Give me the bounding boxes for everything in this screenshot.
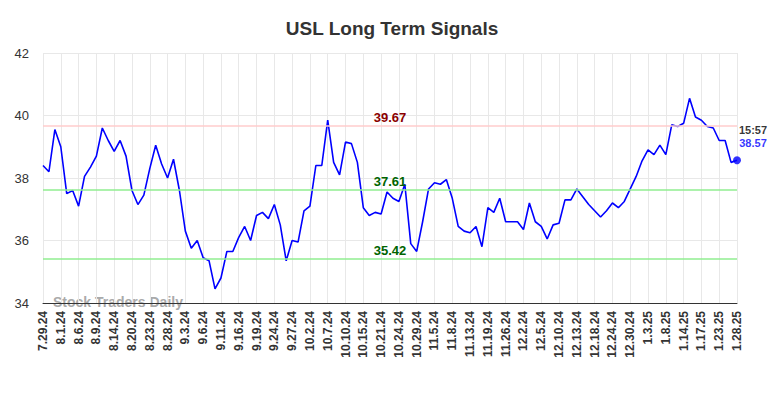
svg-text:9.6.24: 9.6.24 xyxy=(196,311,210,345)
svg-text:9.11.24: 9.11.24 xyxy=(214,311,228,351)
svg-text:8.6.24: 8.6.24 xyxy=(72,311,86,345)
svg-text:1.14.25: 1.14.25 xyxy=(677,311,691,351)
svg-text:12.2.24: 12.2.24 xyxy=(516,311,530,351)
svg-text:40: 40 xyxy=(15,108,29,123)
svg-text:9.24.24: 9.24.24 xyxy=(267,311,281,351)
svg-text:1.23.25: 1.23.25 xyxy=(712,311,726,351)
svg-text:10.2.24: 10.2.24 xyxy=(303,311,317,351)
svg-text:11.26.24: 11.26.24 xyxy=(499,311,513,357)
svg-text:10.24.24: 10.24.24 xyxy=(392,311,406,358)
svg-text:Stock Traders Daily: Stock Traders Daily xyxy=(53,294,183,310)
svg-text:8.14.24: 8.14.24 xyxy=(107,311,121,351)
svg-text:42: 42 xyxy=(15,46,29,61)
svg-text:10.7.24: 10.7.24 xyxy=(321,311,335,351)
svg-text:39.67: 39.67 xyxy=(374,110,407,125)
svg-text:12.13.24: 12.13.24 xyxy=(570,311,584,358)
svg-text:10.10.24: 10.10.24 xyxy=(339,311,353,358)
svg-text:12.5.24: 12.5.24 xyxy=(534,311,548,351)
svg-text:USL Long Term Signals: USL Long Term Signals xyxy=(286,18,499,39)
svg-text:35.42: 35.42 xyxy=(374,243,407,258)
svg-text:10.15.24: 10.15.24 xyxy=(356,311,370,358)
svg-text:12.18.24: 12.18.24 xyxy=(588,311,602,358)
svg-text:12.24.24: 12.24.24 xyxy=(605,311,619,358)
svg-text:8.1.24: 8.1.24 xyxy=(54,311,68,345)
svg-text:37.61: 37.61 xyxy=(374,174,407,189)
svg-text:8.28.24: 8.28.24 xyxy=(161,311,175,351)
svg-text:10.29.24: 10.29.24 xyxy=(410,311,424,358)
svg-text:12.10.24: 12.10.24 xyxy=(552,311,566,358)
svg-text:38: 38 xyxy=(15,171,29,186)
svg-text:11.5.24: 11.5.24 xyxy=(427,311,441,351)
svg-text:9.16.24: 9.16.24 xyxy=(232,311,246,351)
svg-text:38.57: 38.57 xyxy=(739,137,767,149)
svg-text:34: 34 xyxy=(15,296,29,311)
svg-text:1.3.25: 1.3.25 xyxy=(641,311,655,345)
svg-text:15:57: 15:57 xyxy=(739,124,767,136)
svg-text:8.23.24: 8.23.24 xyxy=(143,311,157,351)
svg-text:9.19.24: 9.19.24 xyxy=(250,311,264,351)
svg-text:1.8.25: 1.8.25 xyxy=(659,311,673,345)
svg-text:1.28.25: 1.28.25 xyxy=(730,311,744,351)
svg-text:1.17.25: 1.17.25 xyxy=(694,311,708,351)
svg-text:10.21.24: 10.21.24 xyxy=(374,311,388,358)
svg-text:11.19.24: 11.19.24 xyxy=(481,311,495,357)
svg-text:8.20.24: 8.20.24 xyxy=(125,311,139,351)
svg-text:9.27.24: 9.27.24 xyxy=(285,311,299,351)
svg-text:7.29.24: 7.29.24 xyxy=(36,311,50,351)
svg-text:9.3.24: 9.3.24 xyxy=(178,311,192,345)
svg-text:11.8.24: 11.8.24 xyxy=(445,311,459,351)
svg-text:36: 36 xyxy=(15,233,29,248)
svg-text:8.9.24: 8.9.24 xyxy=(89,311,103,345)
svg-text:11.13.24: 11.13.24 xyxy=(463,311,477,357)
svg-text:12.30.24: 12.30.24 xyxy=(623,311,637,358)
